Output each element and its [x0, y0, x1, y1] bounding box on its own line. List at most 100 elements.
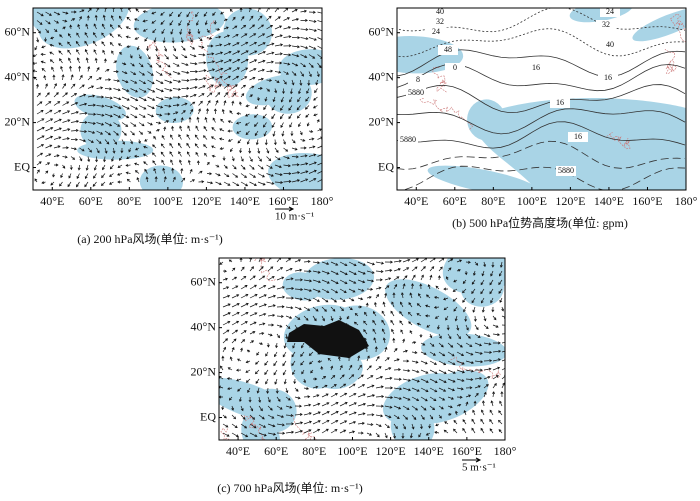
- x-tick-label: 180°: [675, 194, 698, 208]
- x-tick-label: 140°E: [414, 444, 444, 458]
- scale-arrow: [462, 457, 482, 463]
- y-tick-label: 40°N: [5, 69, 31, 83]
- contour-label: 5880: [408, 88, 424, 97]
- contour-label-bg: [445, 63, 465, 73]
- y-tick-label: EQ: [14, 159, 30, 173]
- y-tick-label: EQ: [200, 409, 216, 423]
- contour-label: 0: [453, 63, 457, 72]
- contour-label: 5880: [400, 135, 416, 144]
- scale-arrow: [275, 206, 295, 212]
- x-tick-label: 140°E: [230, 194, 260, 208]
- contour-label-bg: [600, 8, 620, 17]
- frame: [218, 257, 506, 441]
- contour-label-bg: [550, 98, 570, 108]
- shading: [632, 8, 686, 42]
- y-tick-label: 60°N: [5, 24, 31, 38]
- y-tick-label: 40°N: [369, 69, 395, 83]
- shading: [74, 94, 126, 121]
- shading: [382, 373, 461, 424]
- shading: [385, 279, 472, 338]
- contour: [397, 140, 686, 170]
- shading: [427, 165, 540, 190]
- x-tick-label: 40°E: [404, 194, 428, 208]
- contour-label-bg: [526, 63, 546, 73]
- map-area: [33, 8, 322, 190]
- x-tick-label: 120°E: [191, 194, 221, 208]
- contour-label-bg: [430, 17, 450, 27]
- shading: [133, 8, 225, 43]
- caption: (b) 500 hPa位势高度场(单位: gpm): [452, 215, 628, 230]
- shading: [316, 353, 363, 390]
- caption: (a) 200 hPa风场(单位: m·s⁻¹): [77, 231, 223, 246]
- shading: [33, 8, 89, 39]
- scale-label: 10 m·s⁻¹: [275, 211, 314, 223]
- contour-label-bg: [438, 45, 458, 55]
- shading: [232, 114, 273, 140]
- caption: (c) 700 hPa风场(单位: m·s⁻¹): [217, 480, 363, 495]
- shading: [80, 111, 122, 150]
- contour-label-bg: [430, 8, 450, 17]
- y-tick-label: 60°N: [191, 274, 217, 288]
- scale-label: 5 m·s⁻¹: [462, 462, 496, 474]
- contour-label-bg: [426, 27, 446, 37]
- contour: [397, 49, 686, 78]
- coastline: [220, 258, 501, 440]
- contour-label: 16: [574, 132, 582, 141]
- x-tick-label: 120°E: [376, 444, 406, 458]
- x-tick-label: 100°E: [337, 444, 367, 458]
- x-tick-label: 160°E: [632, 194, 662, 208]
- frame: [396, 7, 687, 191]
- shading: [139, 165, 183, 190]
- shading: [223, 8, 273, 56]
- contour-label-bg: [568, 132, 588, 142]
- shading: [116, 45, 154, 98]
- x-tick-label: 120°E: [555, 194, 585, 208]
- x-tick-label: 80°E: [302, 444, 326, 458]
- contour-label-bg: [556, 166, 576, 176]
- contour-label-bg: [398, 135, 418, 145]
- contour: [397, 63, 686, 92]
- contour-label: 24: [606, 7, 614, 16]
- x-tick-label: 160°E: [268, 194, 298, 208]
- shading: [219, 377, 293, 422]
- y-tick-label: 20°N: [191, 364, 217, 378]
- y-tick-label: 40°N: [191, 319, 217, 333]
- shading: [421, 333, 505, 367]
- contour-label: 16: [604, 73, 612, 82]
- contour: [397, 84, 686, 114]
- contour: [397, 165, 686, 190]
- contour-label: 8: [416, 75, 420, 84]
- contour-label: 5880: [558, 166, 574, 175]
- contour-label: 32: [602, 20, 610, 29]
- wind-vectors: [33, 8, 322, 188]
- contour-label: 40: [606, 40, 614, 49]
- tibetan-plateau: [287, 320, 369, 358]
- contour-label-bg: [600, 40, 620, 50]
- contour-label: 16: [532, 63, 540, 72]
- y-tick-label: 20°N: [369, 114, 395, 128]
- wind-vectors: [219, 258, 505, 439]
- x-tick-label: 160°E: [452, 444, 482, 458]
- x-tick-label: 80°E: [481, 194, 505, 208]
- contour-label: 40: [436, 7, 444, 16]
- contour-label: 32: [436, 17, 444, 26]
- contour-label-bg: [596, 20, 616, 30]
- y-tick-label: 20°N: [5, 114, 31, 128]
- x-tick-label: 60°E: [79, 194, 103, 208]
- contour-label-bg: [406, 88, 426, 98]
- contour-label: 48: [444, 45, 452, 54]
- shading: [442, 258, 505, 294]
- shading: [155, 97, 194, 123]
- coastline: [419, 13, 686, 150]
- x-tick-label: 60°E: [443, 194, 467, 208]
- map-area: [219, 258, 505, 440]
- contour-label: 16: [556, 98, 564, 107]
- x-tick-label: 180°: [311, 194, 334, 208]
- x-tick-label: 180°: [494, 444, 517, 458]
- shading: [268, 153, 322, 190]
- x-tick-label: 40°E: [226, 444, 250, 458]
- contour-label-bg: [598, 73, 618, 83]
- contour-label-bg: [408, 75, 428, 85]
- x-tick-label: 40°E: [40, 194, 64, 208]
